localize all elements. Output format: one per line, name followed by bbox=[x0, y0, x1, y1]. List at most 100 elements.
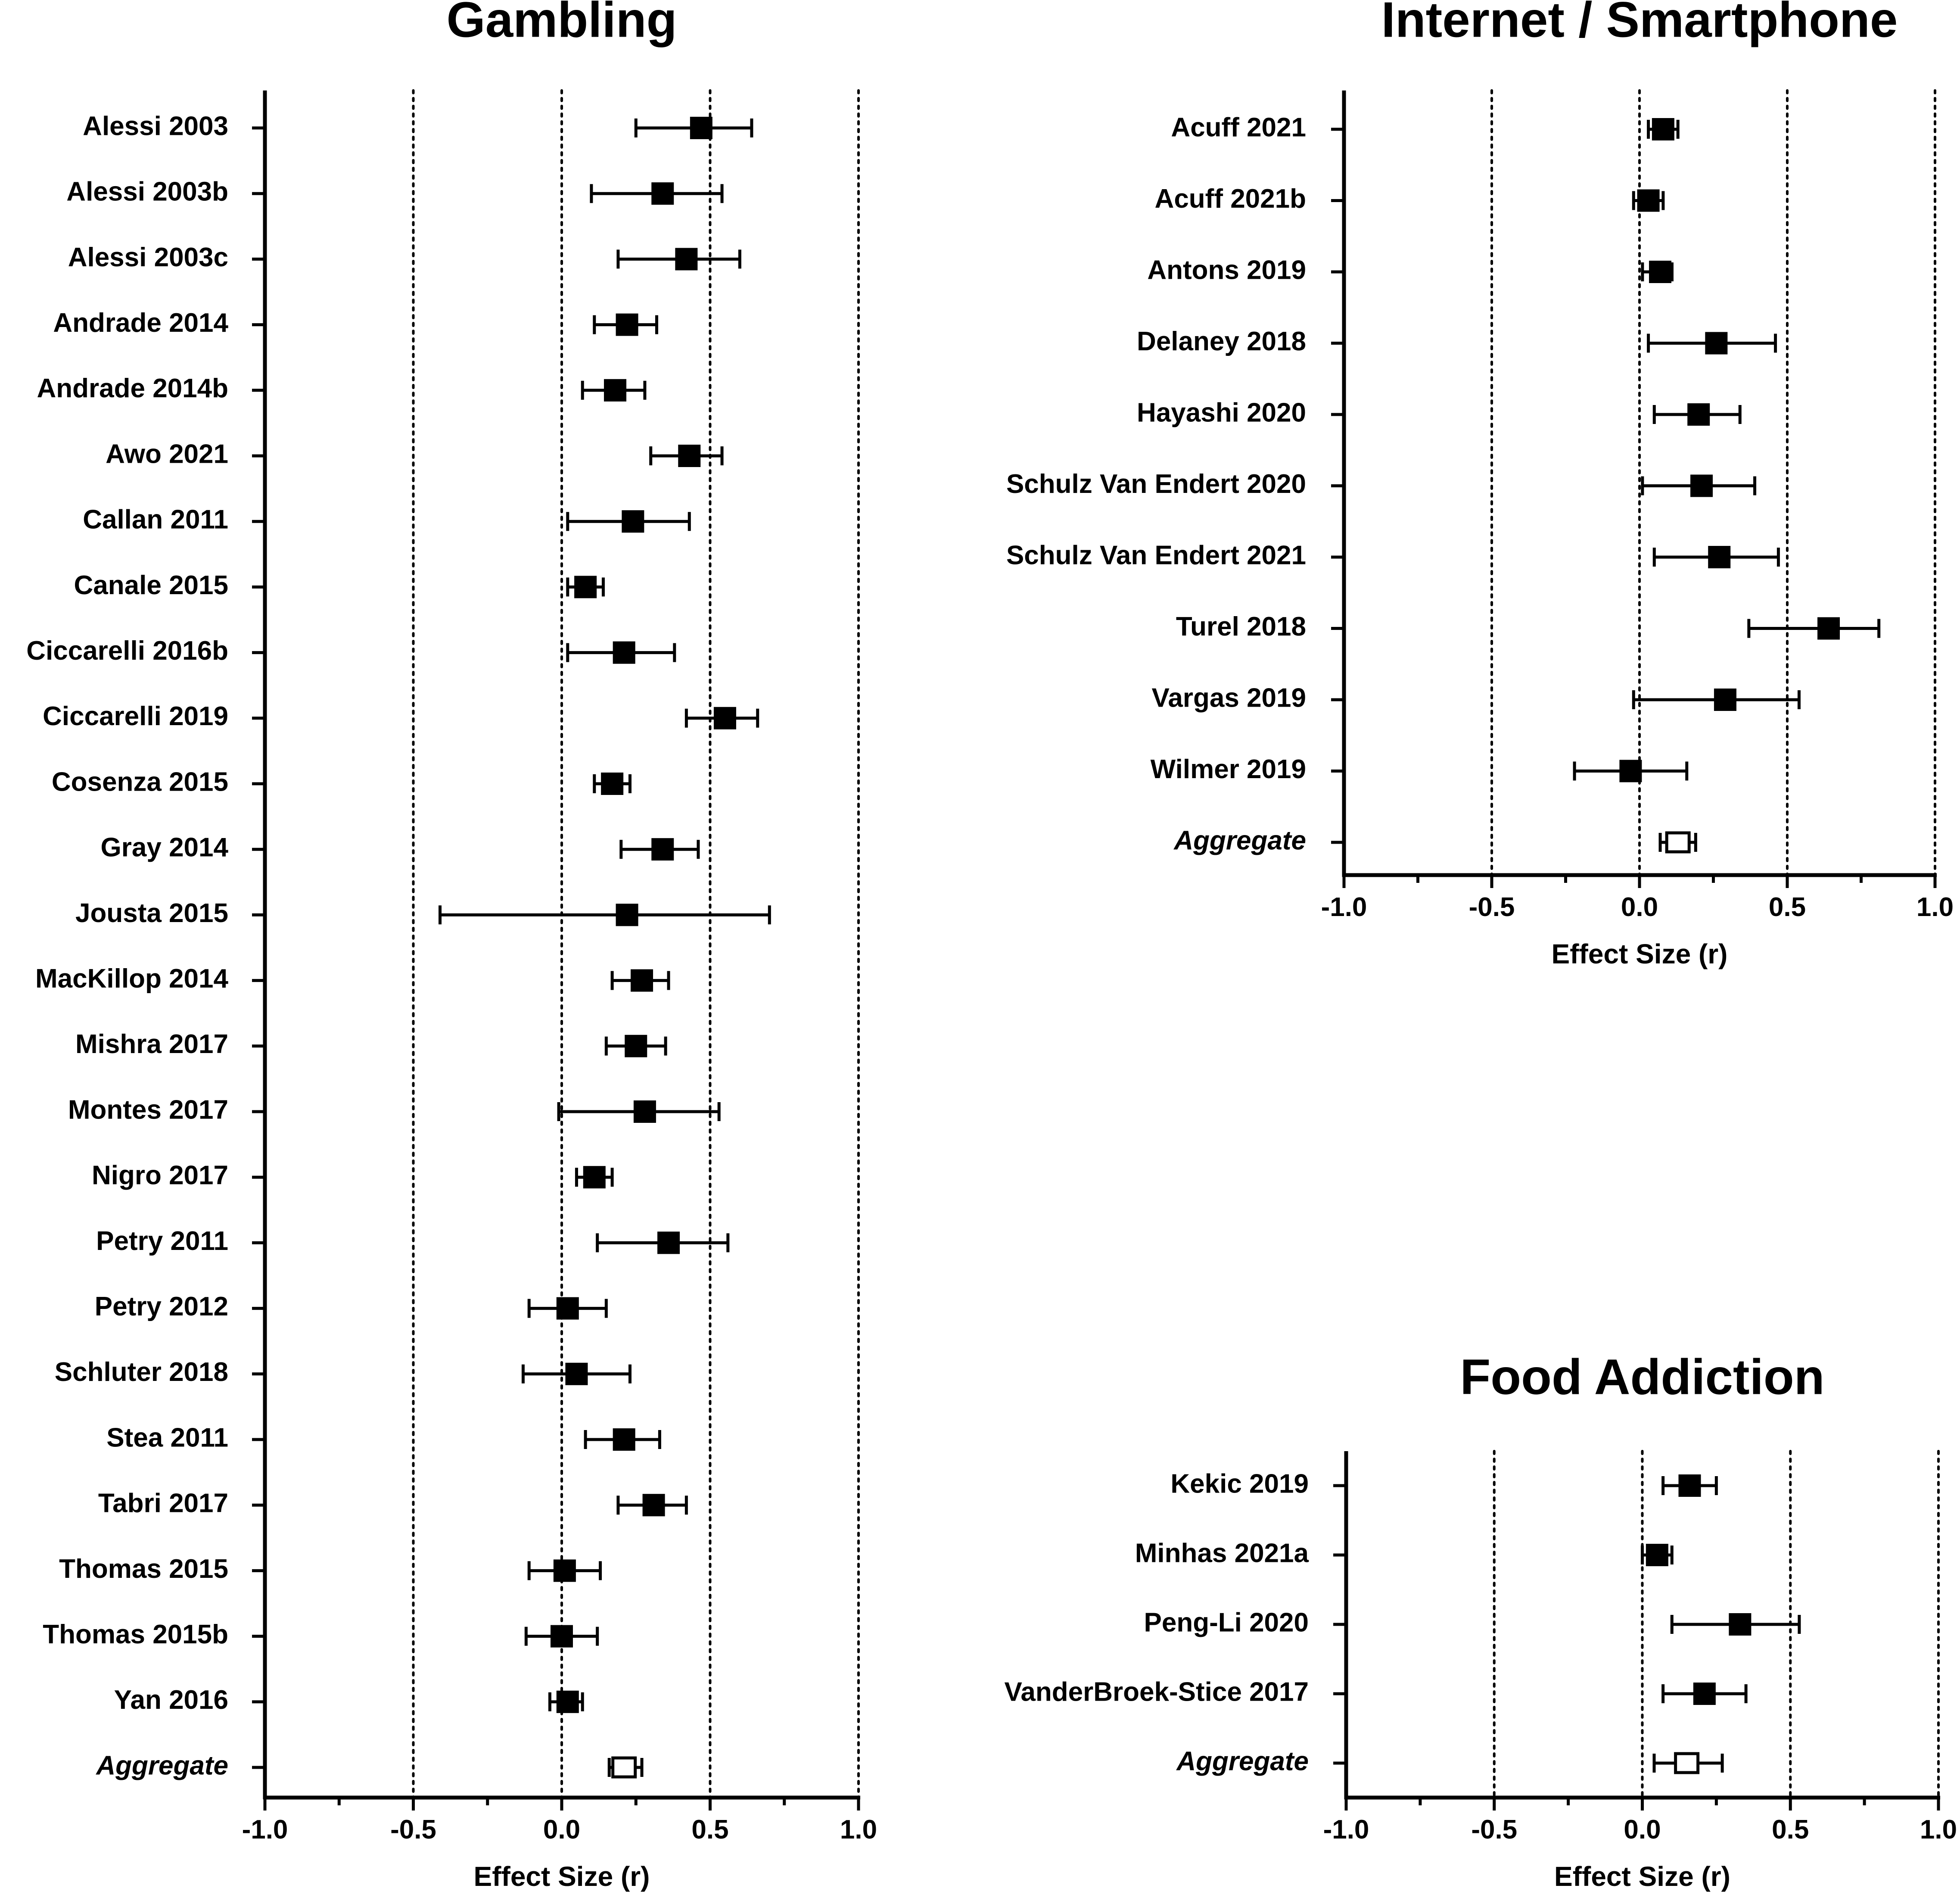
x-axis-label: Effect Size (r) bbox=[474, 1861, 650, 1892]
x-tick-label: 0.0 bbox=[1621, 892, 1658, 922]
x-tick-label: -1.0 bbox=[242, 1815, 288, 1845]
study-row: Wilmer 2019 bbox=[1151, 754, 1689, 784]
study-row: Callan 2011 bbox=[83, 505, 691, 535]
effect-marker bbox=[1714, 689, 1736, 711]
effect-marker bbox=[1637, 189, 1660, 212]
study-row: Hayashi 2020 bbox=[1137, 398, 1742, 427]
study-row: Awo 2021 bbox=[106, 439, 724, 469]
x-tick-label: -1.0 bbox=[1321, 892, 1367, 922]
effect-marker bbox=[616, 904, 638, 926]
x-tick-label: -0.5 bbox=[390, 1815, 436, 1845]
x-axis-label: Effect Size (r) bbox=[1552, 938, 1728, 969]
effect-marker bbox=[625, 1035, 647, 1057]
study-row: Nigro 2017 bbox=[92, 1161, 614, 1190]
aggregate-row: Aggregate bbox=[1176, 1746, 1724, 1776]
study-label: Awo 2021 bbox=[106, 439, 228, 469]
study-label: Ciccarelli 2019 bbox=[43, 701, 228, 731]
aggregate-marker bbox=[1674, 1752, 1700, 1774]
aggregate-label: Aggregate bbox=[1173, 826, 1306, 855]
study-row: Schulz Van Endert 2020 bbox=[1006, 469, 1757, 499]
panel-title: Gambling bbox=[447, 0, 677, 48]
study-row: Ciccarelli 2016b bbox=[26, 636, 676, 666]
study-label: Peng-Li 2020 bbox=[1144, 1608, 1309, 1637]
study-row: Petry 2012 bbox=[95, 1292, 608, 1321]
study-label: Tabri 2017 bbox=[98, 1489, 228, 1518]
effect-marker bbox=[556, 1297, 579, 1320]
effect-marker bbox=[633, 1100, 656, 1123]
study-label: Mishra 2017 bbox=[75, 1029, 228, 1059]
study-row: Alessi 2003c bbox=[68, 243, 741, 272]
study-row: Kekic 2019 bbox=[1170, 1469, 1718, 1499]
study-row: Minhas 2021a bbox=[1135, 1538, 1674, 1568]
study-row: Antons 2019 bbox=[1147, 255, 1674, 285]
study-label: Alessi 2003c bbox=[68, 243, 228, 272]
study-row: Yan 2016 bbox=[114, 1685, 584, 1715]
study-label: Canale 2015 bbox=[74, 570, 228, 600]
study-row: Delaney 2018 bbox=[1137, 327, 1777, 356]
effect-marker bbox=[1817, 617, 1840, 640]
effect-marker bbox=[553, 1559, 576, 1582]
effect-marker bbox=[613, 1428, 635, 1451]
study-row: MacKillop 2014 bbox=[35, 964, 670, 994]
study-label: Hayashi 2020 bbox=[1137, 398, 1306, 427]
forest-panel-2: Food Addiction -1.0 -0.5 0.0 0.5 1.0 Effect Si… bbox=[1005, 1349, 1957, 1892]
effect-marker bbox=[690, 117, 712, 139]
study-label: Petry 2011 bbox=[96, 1226, 228, 1256]
x-tick-label: 1.0 bbox=[1920, 1815, 1957, 1845]
study-row: Tabri 2017 bbox=[98, 1489, 688, 1518]
aggregate-label: Aggregate bbox=[95, 1751, 228, 1780]
forest-panel-0: Gambling -1.0 -0.5 0.0 0.5 1.0 Effect Size (r)… bbox=[26, 0, 877, 1892]
effect-marker bbox=[601, 773, 624, 795]
study-row: Acuff 2021 bbox=[1171, 112, 1680, 142]
panel-title: Internet / Smartphone bbox=[1381, 0, 1898, 48]
study-label: Petry 2012 bbox=[95, 1292, 228, 1321]
study-label: Schluter 2018 bbox=[55, 1357, 228, 1387]
study-row: Thomas 2015b bbox=[43, 1620, 599, 1649]
x-tick-label: -0.5 bbox=[1471, 1815, 1517, 1845]
study-row: Stea 2011 bbox=[106, 1423, 661, 1452]
study-label: Cosenza 2015 bbox=[52, 767, 228, 797]
study-row: Mishra 2017 bbox=[75, 1029, 667, 1059]
study-row: Peng-Li 2020 bbox=[1144, 1608, 1801, 1637]
study-label: Thomas 2015b bbox=[43, 1620, 228, 1649]
effect-marker bbox=[616, 313, 638, 336]
study-label: Stea 2011 bbox=[106, 1423, 228, 1452]
study-label: Thomas 2015 bbox=[59, 1554, 228, 1584]
effect-marker bbox=[657, 1231, 680, 1254]
aggregate-row: Aggregate bbox=[1173, 826, 1697, 855]
study-row: Alessi 2003b bbox=[66, 177, 724, 207]
study-label: Alessi 2003b bbox=[66, 177, 228, 207]
effect-marker bbox=[651, 838, 674, 861]
effect-marker bbox=[1646, 1544, 1668, 1566]
study-label: Jousta 2015 bbox=[75, 898, 228, 928]
study-row: Thomas 2015 bbox=[59, 1554, 602, 1584]
study-label: Schulz Van Endert 2021 bbox=[1006, 540, 1306, 570]
study-label: Yan 2016 bbox=[114, 1685, 228, 1715]
x-tick-label: 0.5 bbox=[1772, 1815, 1809, 1845]
effect-marker bbox=[1687, 403, 1710, 426]
study-label: Schulz Van Endert 2020 bbox=[1006, 469, 1306, 499]
study-row: Acuff 2021b bbox=[1155, 184, 1665, 214]
aggregate-marker bbox=[1665, 831, 1691, 854]
x-tick-label: 0.5 bbox=[1769, 892, 1806, 922]
study-label: VanderBroek-Stice 2017 bbox=[1005, 1677, 1309, 1707]
study-row: Petry 2011 bbox=[96, 1226, 730, 1256]
study-row: Canale 2015 bbox=[74, 570, 605, 600]
effect-marker bbox=[1619, 760, 1642, 782]
study-label: Vargas 2019 bbox=[1151, 683, 1306, 713]
study-label: Nigro 2017 bbox=[92, 1161, 228, 1190]
study-label: Delaney 2018 bbox=[1137, 327, 1306, 356]
study-label: MacKillop 2014 bbox=[35, 964, 228, 994]
effect-marker bbox=[678, 445, 701, 467]
x-tick-label: 0.0 bbox=[543, 1815, 580, 1845]
study-row: Andrade 2014 bbox=[53, 308, 658, 338]
study-label: Turel 2018 bbox=[1176, 612, 1306, 642]
effect-marker bbox=[713, 707, 736, 729]
effect-marker bbox=[565, 1362, 588, 1385]
x-axis-label: Effect Size (r) bbox=[1554, 1861, 1730, 1892]
x-tick-label: -0.5 bbox=[1469, 892, 1515, 922]
panel-title: Food Addiction bbox=[1460, 1349, 1824, 1405]
study-row: Vargas 2019 bbox=[1151, 683, 1801, 713]
study-label: Acuff 2021 bbox=[1171, 112, 1306, 142]
